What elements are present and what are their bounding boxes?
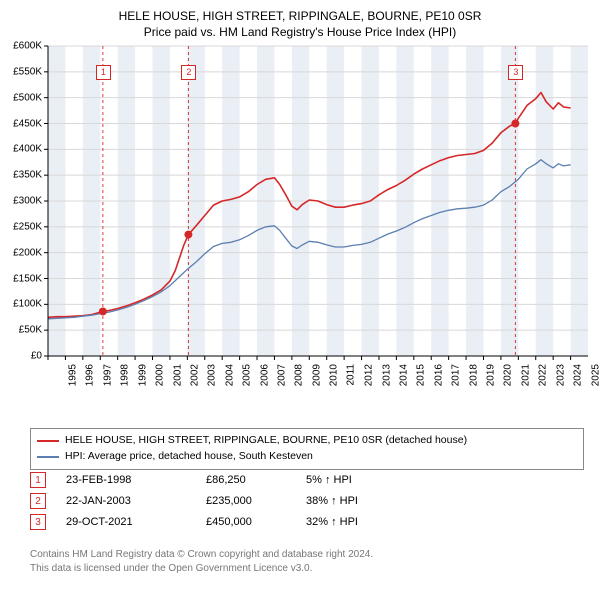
legend-row: HELE HOUSE, HIGH STREET, RIPPINGALE, BOU… xyxy=(37,433,577,449)
chart-container: HELE HOUSE, HIGH STREET, RIPPINGALE, BOU… xyxy=(0,0,600,590)
sale-marker-badge: 1 xyxy=(96,65,111,80)
sale-date: 23-FEB-1998 xyxy=(66,470,206,491)
y-tick-label: £100K xyxy=(2,299,42,310)
x-tick-label: 2018 xyxy=(468,364,479,386)
x-tick-label: 2024 xyxy=(572,364,583,386)
x-tick-label: 1996 xyxy=(85,364,96,386)
x-tick-label: 2022 xyxy=(538,364,549,386)
x-tick-label: 2001 xyxy=(172,364,183,386)
x-tick-label: 2000 xyxy=(154,364,165,386)
sale-row: 1 23-FEB-1998£86,2505% ↑ HPI xyxy=(30,470,406,491)
title-line-1: HELE HOUSE, HIGH STREET, RIPPINGALE, BOU… xyxy=(0,8,600,24)
attribution-line-2: This data is licensed under the Open Gov… xyxy=(30,562,373,576)
sales-table: 1 23-FEB-1998£86,2505% ↑ HPI 2 22-JAN-2003£… xyxy=(30,470,406,533)
x-tick-label: 2013 xyxy=(381,364,392,386)
x-tick-label: 2004 xyxy=(224,364,235,386)
x-tick-label: 2017 xyxy=(450,364,461,386)
sale-delta: 38% ↑ HPI xyxy=(306,491,406,512)
x-tick-label: 1998 xyxy=(120,364,131,386)
x-tick-label: 2014 xyxy=(398,364,409,386)
sale-price: £450,000 xyxy=(206,512,306,533)
y-tick-label: £200K xyxy=(2,247,42,258)
sale-delta: 32% ↑ HPI xyxy=(306,512,406,533)
x-tick-label: 2009 xyxy=(311,364,322,386)
x-tick-label: 2007 xyxy=(276,364,287,386)
y-tick-label: £50K xyxy=(2,325,42,336)
sale-delta: 5% ↑ HPI xyxy=(306,470,406,491)
y-tick-label: £400K xyxy=(2,144,42,155)
y-tick-label: £350K xyxy=(2,170,42,181)
x-tick-label: 2005 xyxy=(241,364,252,386)
y-tick-label: £500K xyxy=(2,92,42,103)
x-tick-label: 2015 xyxy=(416,364,427,386)
y-tick-label: £450K xyxy=(2,118,42,129)
y-tick-label: £250K xyxy=(2,221,42,232)
legend-label: HELE HOUSE, HIGH STREET, RIPPINGALE, BOU… xyxy=(65,433,467,449)
title-line-2: Price paid vs. HM Land Registry's House … xyxy=(0,24,600,40)
x-tick-label: 2012 xyxy=(363,364,374,386)
y-tick-label: £550K xyxy=(2,66,42,77)
chart-area: £0 £50K £100K £150K £200K £250K £300K £350K £400… xyxy=(0,42,600,422)
y-tick-label: £600K xyxy=(2,41,42,52)
y-tick-label: £150K xyxy=(2,273,42,284)
chart-title: HELE HOUSE, HIGH STREET, RIPPINGALE, BOU… xyxy=(0,0,600,40)
attribution: Contains HM Land Registry data © Crown c… xyxy=(30,548,373,575)
x-tick-label: 1995 xyxy=(67,364,78,386)
x-tick-label: 2008 xyxy=(294,364,305,386)
y-tick-label: £300K xyxy=(2,196,42,207)
sale-row: 2 22-JAN-2003£235,00038% ↑ HPI xyxy=(30,491,406,512)
sale-price: £86,250 xyxy=(206,470,306,491)
legend: HELE HOUSE, HIGH STREET, RIPPINGALE, BOU… xyxy=(30,428,584,470)
attribution-line-1: Contains HM Land Registry data © Crown c… xyxy=(30,548,373,562)
x-tick-label: 1997 xyxy=(102,364,113,386)
x-tick-label: 2011 xyxy=(345,364,356,386)
x-tick-label: 2020 xyxy=(503,364,514,386)
sale-row: 3 29-OCT-2021£450,00032% ↑ HPI xyxy=(30,512,406,533)
sale-date: 22-JAN-2003 xyxy=(66,491,206,512)
x-tick-label: 2003 xyxy=(207,364,218,386)
x-tick-label: 2010 xyxy=(329,364,340,386)
sale-badge: 3 xyxy=(30,514,46,530)
sale-price: £235,000 xyxy=(206,491,306,512)
x-tick-label: 2016 xyxy=(433,364,444,386)
x-tick-label: 2023 xyxy=(555,364,566,386)
sale-marker-badge: 2 xyxy=(181,65,196,80)
legend-row: HPI: Average price, detached house, Sout… xyxy=(37,449,577,465)
y-tick-label: £0 xyxy=(2,351,42,362)
sale-date: 29-OCT-2021 xyxy=(66,512,206,533)
legend-swatch xyxy=(37,456,59,458)
x-tick-label: 2019 xyxy=(485,364,496,386)
legend-label: HPI: Average price, detached house, Sout… xyxy=(65,449,313,465)
plot-svg xyxy=(0,42,592,360)
x-tick-label: 2025 xyxy=(590,364,600,386)
x-tick-label: 2002 xyxy=(189,364,200,386)
x-tick-label: 2021 xyxy=(520,364,531,386)
sale-badge: 2 xyxy=(30,493,46,509)
sale-badge: 1 xyxy=(30,472,46,488)
sale-marker-badge: 3 xyxy=(508,65,523,80)
x-tick-label: 1999 xyxy=(137,364,148,386)
x-tick-label: 2006 xyxy=(259,364,270,386)
legend-swatch xyxy=(37,440,59,442)
